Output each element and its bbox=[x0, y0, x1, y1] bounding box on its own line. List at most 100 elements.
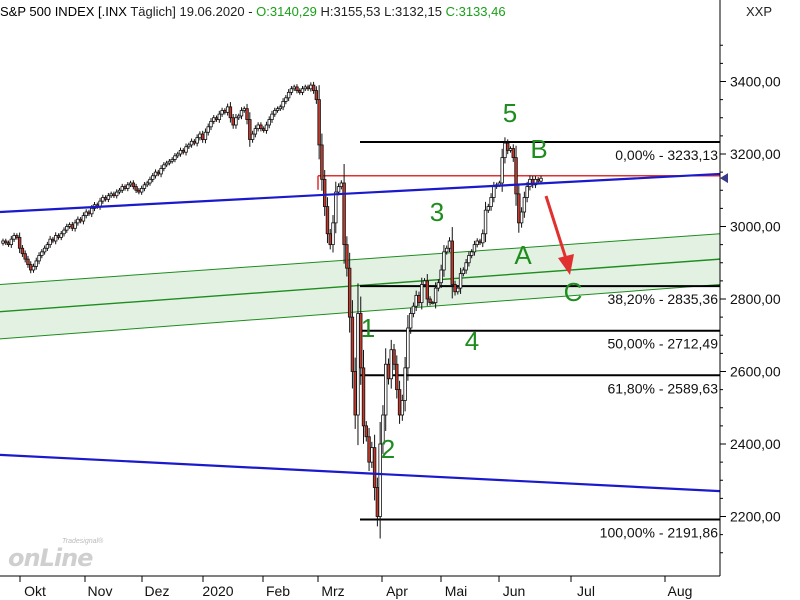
candle-body bbox=[386, 363, 391, 380]
blue-channel-upper bbox=[0, 172, 721, 214]
candle-body bbox=[220, 110, 224, 115]
candle-body bbox=[103, 197, 108, 200]
candle bbox=[364, 421, 368, 442]
candle-body bbox=[345, 244, 349, 269]
candle bbox=[347, 252, 352, 333]
candle bbox=[159, 165, 163, 178]
candle-body bbox=[464, 262, 468, 271]
candle-body bbox=[106, 195, 111, 200]
candle-body bbox=[306, 86, 310, 90]
candle bbox=[447, 237, 452, 253]
candle-body bbox=[242, 108, 246, 111]
candle bbox=[292, 84, 296, 91]
candle-body bbox=[425, 280, 429, 300]
candle bbox=[278, 104, 283, 111]
candle bbox=[115, 189, 119, 199]
candle bbox=[245, 103, 249, 125]
candle-body bbox=[17, 236, 22, 249]
candle bbox=[517, 184, 521, 233]
candle-body bbox=[453, 284, 457, 293]
candle-body bbox=[115, 191, 119, 197]
candle-body bbox=[500, 157, 504, 184]
candle-body bbox=[228, 106, 233, 119]
x-tick-label: Okt bbox=[24, 583, 46, 599]
candle-body bbox=[145, 182, 149, 186]
candle bbox=[242, 106, 246, 113]
candle bbox=[325, 197, 330, 244]
candle-body bbox=[153, 171, 158, 177]
candle bbox=[481, 229, 485, 248]
candle-body bbox=[137, 189, 141, 193]
candle-body bbox=[517, 193, 521, 224]
candle bbox=[384, 348, 388, 431]
candle-body bbox=[112, 193, 116, 197]
candle-body bbox=[6, 242, 11, 246]
candle bbox=[40, 249, 44, 259]
candle-body bbox=[384, 363, 388, 416]
header-high: H:3155,53 bbox=[320, 4, 381, 19]
candle bbox=[320, 133, 324, 191]
candle bbox=[234, 113, 238, 129]
candle-body bbox=[378, 443, 382, 517]
candle-body bbox=[139, 188, 144, 193]
candle bbox=[298, 88, 302, 95]
candle-body bbox=[422, 280, 427, 285]
candle-body bbox=[56, 235, 61, 238]
candle bbox=[342, 164, 346, 264]
candle bbox=[195, 134, 199, 147]
candle bbox=[395, 355, 399, 399]
header-close: C:3133,46 bbox=[445, 4, 506, 19]
candle bbox=[478, 238, 482, 246]
candle bbox=[231, 113, 235, 129]
candle-body bbox=[167, 160, 172, 164]
candle bbox=[239, 107, 244, 120]
candle-body bbox=[203, 131, 208, 140]
wave-label-3: 3 bbox=[430, 197, 444, 227]
candle bbox=[87, 209, 91, 217]
candle-body bbox=[322, 178, 327, 207]
candle bbox=[98, 197, 102, 210]
candle-body bbox=[461, 269, 466, 275]
plot-layer: 0,00% - 3233,13 38,20% - 2835,36 50,00% - … bbox=[0, 0, 781, 599]
candle bbox=[506, 139, 510, 155]
candle bbox=[442, 245, 446, 277]
candle-body bbox=[206, 126, 210, 133]
candle-body bbox=[40, 251, 44, 256]
x-tick-label: Feb bbox=[266, 583, 290, 599]
candle-body bbox=[78, 218, 83, 222]
candle-body bbox=[447, 240, 452, 249]
candle bbox=[53, 232, 58, 245]
candle bbox=[469, 249, 474, 259]
candle bbox=[223, 108, 227, 115]
arrow-shaft bbox=[544, 195, 569, 263]
candle-body bbox=[492, 186, 496, 198]
candle bbox=[1, 238, 5, 246]
candle-body bbox=[278, 106, 283, 110]
candle bbox=[406, 315, 410, 381]
candle bbox=[59, 230, 63, 241]
candle-body bbox=[395, 363, 399, 391]
candle-body bbox=[31, 265, 36, 271]
candle bbox=[261, 126, 266, 133]
candle-body bbox=[314, 90, 319, 101]
candle bbox=[134, 183, 138, 194]
arrow-head bbox=[558, 254, 574, 275]
wave-label-2: 2 bbox=[381, 434, 395, 464]
candle bbox=[483, 201, 488, 243]
candle bbox=[37, 252, 41, 265]
candle bbox=[26, 255, 30, 268]
candle bbox=[353, 357, 357, 429]
candle-body bbox=[489, 197, 493, 207]
fib-label-1: 38,20% - 2835,36 bbox=[607, 291, 718, 307]
candle-body bbox=[339, 182, 344, 188]
candle-body bbox=[514, 157, 518, 195]
chart-header: S&P 500 INDEX [.INX Täglich] 19.06.2020 … bbox=[0, 4, 506, 19]
candle-body bbox=[184, 146, 188, 153]
candle bbox=[250, 130, 255, 143]
x-tick-label: Aug bbox=[668, 583, 693, 599]
x-tick-label: Mai bbox=[445, 583, 468, 599]
candle-body bbox=[334, 191, 338, 224]
candle bbox=[151, 172, 155, 183]
candle bbox=[461, 267, 466, 277]
